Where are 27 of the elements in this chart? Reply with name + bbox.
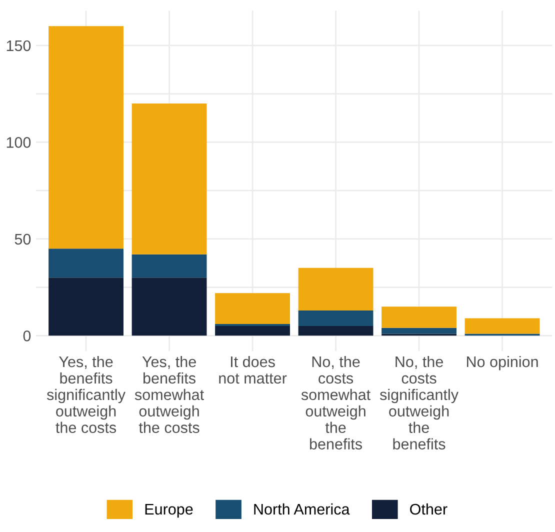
bar — [48, 26, 124, 249]
legend-label: North America — [254, 503, 350, 515]
y-tick-label: 50 — [14, 234, 31, 245]
bar — [298, 326, 374, 336]
y-tick-label: 100 — [6, 137, 31, 148]
bar — [132, 278, 207, 336]
x-tick-label: It does not matter — [219, 356, 287, 384]
x-tick-label: No opinion — [467, 356, 538, 370]
bar — [382, 328, 456, 334]
bar — [215, 326, 290, 336]
x-tick-label: Yes, the benefits somewhat outweigh the costs — [134, 356, 204, 434]
bar — [48, 278, 124, 336]
x-tick-label: Yes, the benefits significantly outweigh the costs — [46, 356, 126, 434]
bar — [464, 318, 540, 334]
x-tick-label: No, the costs significantly outweigh the benefits — [380, 356, 458, 450]
bar — [215, 293, 290, 324]
legend-label: Other — [410, 503, 448, 515]
x-tick-label: No, the costs somewhat outweigh the benefits — [301, 356, 370, 450]
bar — [298, 310, 374, 326]
bar — [48, 248, 124, 278]
bar — [132, 254, 207, 278]
y-tick-label: 150 — [6, 40, 31, 52]
legend-label: Europe — [145, 504, 193, 518]
y-tick-label: 0 — [23, 330, 31, 342]
bar — [382, 306, 456, 328]
bar — [132, 104, 207, 254]
bar — [298, 268, 374, 310]
